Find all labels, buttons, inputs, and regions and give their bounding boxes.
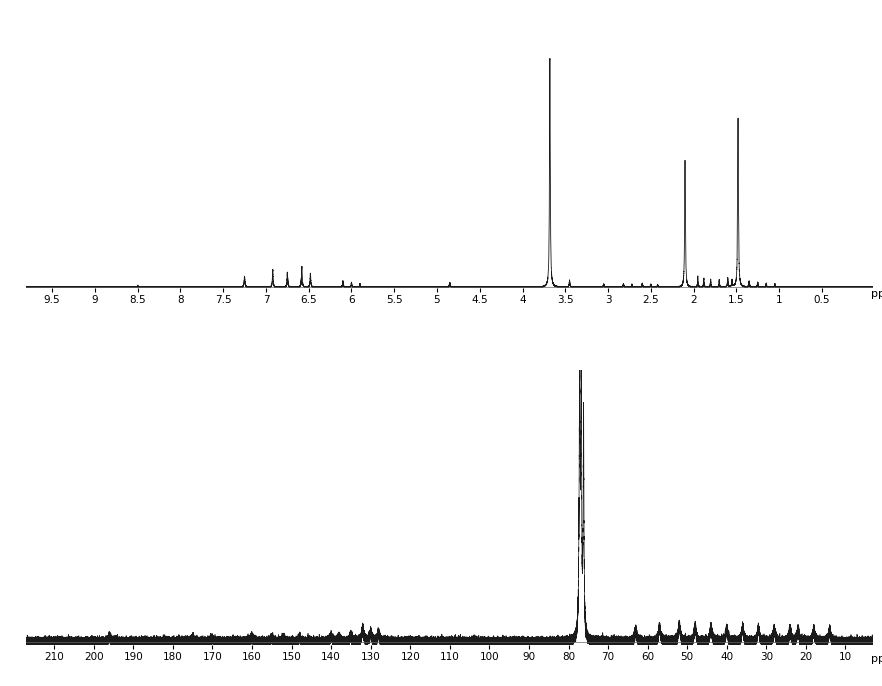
Text: ppm: ppm — [871, 289, 882, 299]
Text: ppm: ppm — [871, 654, 882, 665]
